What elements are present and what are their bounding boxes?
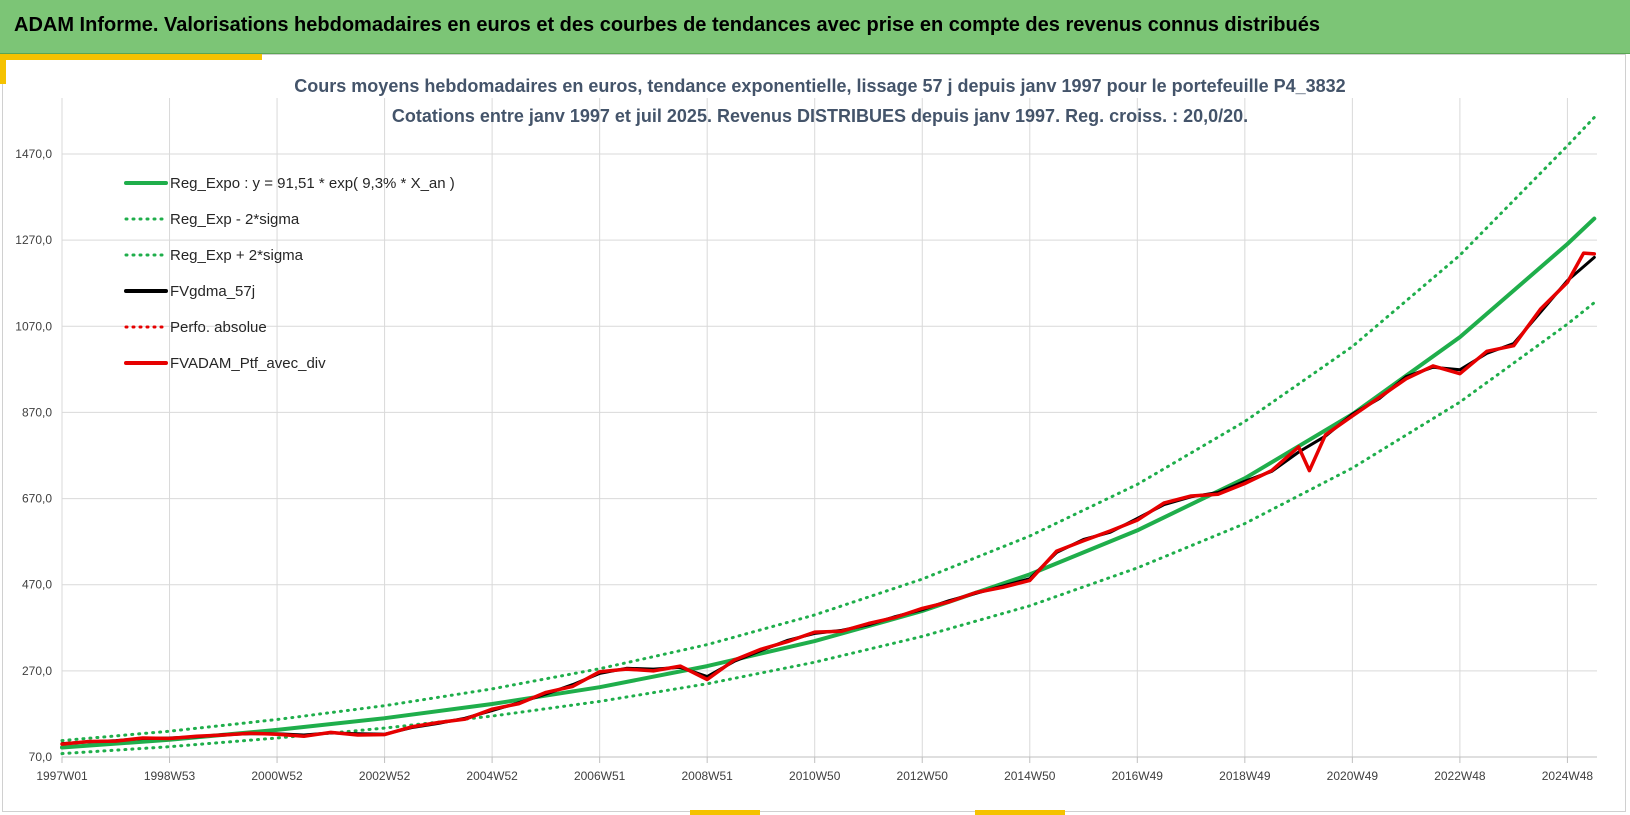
page-title: ADAM Informe. Valorisations hebdomadaire… xyxy=(14,14,1320,36)
accent-bar-left xyxy=(0,54,6,84)
accent-bar-top xyxy=(0,54,262,60)
x-tick-label: 2020W49 xyxy=(1327,769,1379,783)
legend-label: Reg_Exp + 2*sigma xyxy=(170,247,304,264)
series-line-0 xyxy=(60,216,1597,750)
chart-subtitle: Cotations entre janv 1997 et juil 2025. … xyxy=(392,106,1248,126)
chart-frame xyxy=(2,54,1626,812)
series-line-4 xyxy=(60,251,1597,746)
y-tick-label: 1070,0 xyxy=(15,319,52,333)
y-tick-label: 1270,0 xyxy=(15,233,52,247)
x-tick-label: 2004W52 xyxy=(466,769,518,783)
x-tick-label: 1997W01 xyxy=(36,769,88,783)
x-tick-label: 2002W52 xyxy=(359,769,411,783)
accent-bar-bottom-2 xyxy=(975,810,1065,815)
x-tick-label: 1998W53 xyxy=(144,769,196,783)
legend-label: FVgdma_57j xyxy=(170,283,255,300)
axes: 70,0 270,0 470,0 670,0 870,0 1070,0 1270,0 1470… xyxy=(15,147,1597,783)
x-tick-label: 2018W49 xyxy=(1219,769,1271,783)
y-tick-label: 270,0 xyxy=(22,664,52,678)
grid xyxy=(61,98,1597,758)
accent-bar-bottom-1 xyxy=(690,810,760,815)
x-tick-label: 2024W48 xyxy=(1542,769,1594,783)
x-tick-label: 2006W51 xyxy=(574,769,626,783)
header-banner: ADAM Informe. Valorisations hebdomadaire… xyxy=(0,0,1630,54)
x-tick-label: 2014W50 xyxy=(1004,769,1056,783)
series-line-1 xyxy=(60,301,1596,756)
x-tick-label: 2022W48 xyxy=(1434,769,1486,783)
legend: Reg_Expo : y = 91,51 * exp( 9,3% * X_an … xyxy=(124,175,455,372)
y-tick-label: 70,0 xyxy=(29,750,53,764)
chart-title: Cours moyens hebdomadaires en euros, ten… xyxy=(294,76,1345,96)
x-tick-label: 2016W49 xyxy=(1112,769,1164,783)
x-tick-label: 2010W50 xyxy=(789,769,841,783)
y-tick-label: 470,0 xyxy=(22,578,52,592)
legend-label: Perfo. absolue xyxy=(170,319,267,336)
legend-label: FVADAM_Ptf_avec_div xyxy=(170,355,326,372)
y-tick-label: 870,0 xyxy=(22,405,52,419)
legend-label: Reg_Exp - 2*sigma xyxy=(170,211,300,228)
series-layer xyxy=(60,115,1597,756)
legend-label: Reg_Expo : y = 91,51 * exp( 9,3% * X_an … xyxy=(170,175,455,192)
x-tick-label: 2000W52 xyxy=(251,769,303,783)
x-tick-label: 2012W50 xyxy=(897,769,949,783)
x-tick-label: 2008W51 xyxy=(681,769,733,783)
y-tick-label: 1470,0 xyxy=(15,147,52,161)
y-tick-label: 670,0 xyxy=(22,492,52,506)
series-line-2 xyxy=(60,115,1596,743)
